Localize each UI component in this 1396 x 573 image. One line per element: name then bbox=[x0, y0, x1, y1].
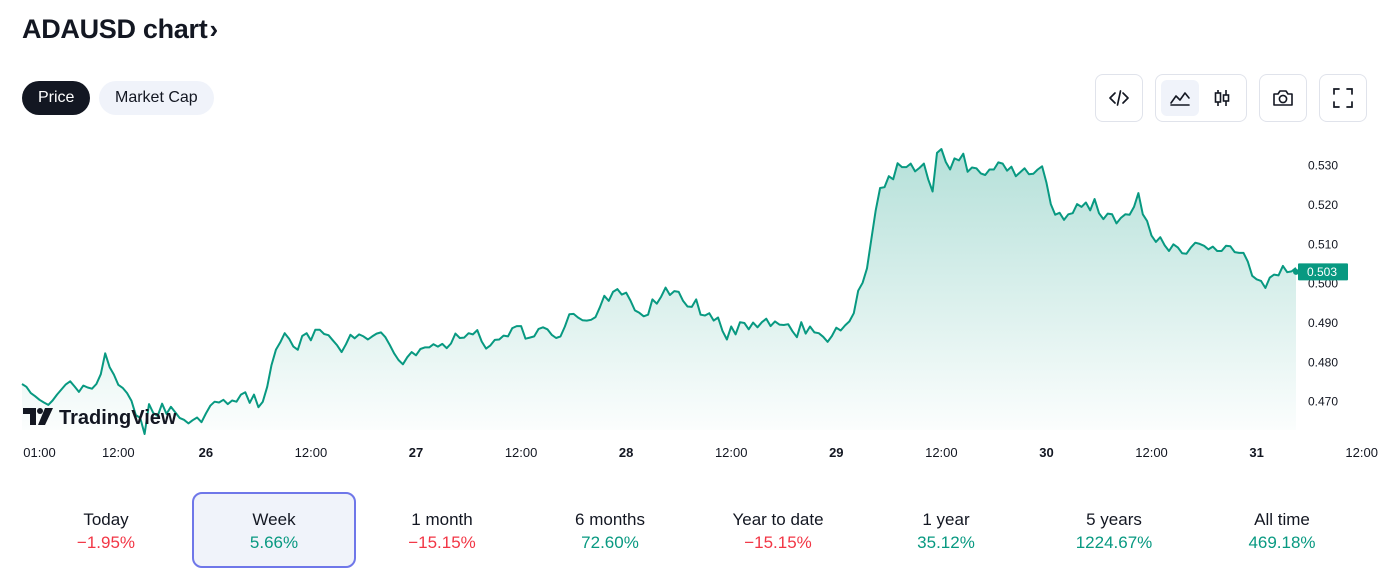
x-tick-label: 12:00 bbox=[925, 445, 958, 460]
period-change: 1224.67% bbox=[1075, 533, 1153, 552]
period-label: 5 years bbox=[1086, 510, 1142, 529]
area-chart-button[interactable] bbox=[1161, 80, 1199, 116]
period-change: 35.12% bbox=[917, 533, 975, 552]
x-tick-label: 27 bbox=[409, 445, 423, 460]
candlestick-button[interactable] bbox=[1203, 80, 1241, 116]
candlestick-icon bbox=[1214, 90, 1230, 106]
x-tick-label: 28 bbox=[619, 445, 633, 460]
tradingview-mark-icon bbox=[23, 408, 36, 425]
y-tick-label: 0.530 bbox=[1308, 159, 1338, 173]
period-change: −15.15% bbox=[408, 533, 476, 552]
period-change: 5.66% bbox=[249, 533, 299, 552]
tab-market-cap[interactable]: Market Cap bbox=[99, 81, 214, 115]
period-change: −1.95% bbox=[76, 533, 136, 552]
x-tick-label: 26 bbox=[199, 445, 213, 460]
y-tick-label: 0.490 bbox=[1308, 316, 1338, 330]
period-label: Week bbox=[252, 510, 296, 529]
period-year-to-date[interactable]: Year to date −15.15% bbox=[696, 492, 860, 568]
period-5-years[interactable]: 5 years 1224.67% bbox=[1032, 492, 1196, 568]
tab-price[interactable]: Price bbox=[22, 81, 91, 115]
last-value-label: 0.503 bbox=[1307, 265, 1337, 279]
x-tick-label: 12:00 bbox=[1135, 445, 1168, 460]
x-tick-label: 29 bbox=[829, 445, 843, 460]
x-tick-label: 12:00 bbox=[715, 445, 748, 460]
last-value-badge bbox=[1298, 263, 1348, 281]
x-tick-label: 12:00 bbox=[295, 445, 328, 460]
period-week[interactable]: Week 5.66% bbox=[192, 492, 356, 568]
fullscreen-button[interactable] bbox=[1319, 74, 1367, 122]
period-label: 1 year bbox=[922, 510, 970, 529]
y-tick-label: 0.520 bbox=[1308, 198, 1338, 212]
camera-icon bbox=[1273, 90, 1293, 106]
period-label: 1 month bbox=[411, 510, 473, 529]
x-tick-label: 01:00 bbox=[23, 445, 56, 460]
x-tick-label: 12:00 bbox=[1345, 445, 1378, 460]
x-tick-label: 30 bbox=[1039, 445, 1053, 460]
x-tick-label: 31 bbox=[1249, 445, 1263, 460]
y-tick-label: 0.510 bbox=[1308, 237, 1338, 251]
tradingview-logo: TradingView bbox=[23, 407, 177, 429]
title-text: ADAUSD chart bbox=[22, 14, 208, 44]
period-6-months[interactable]: 6 months 72.60% bbox=[528, 492, 692, 568]
period-change: 469.18% bbox=[1248, 533, 1316, 552]
last-value-dot bbox=[1293, 268, 1299, 275]
x-tick-label: 12:00 bbox=[102, 445, 135, 460]
period-all-time[interactable]: All time 469.18% bbox=[1200, 492, 1364, 568]
y-tick-label: 0.480 bbox=[1308, 355, 1338, 369]
price-line bbox=[21, 148, 1297, 435]
period-1-year[interactable]: 1 year 35.12% bbox=[864, 492, 1028, 568]
period-label: Year to date bbox=[732, 510, 824, 529]
period-1-month[interactable]: 1 month −15.15% bbox=[360, 492, 524, 568]
x-tick-label: 12:00 bbox=[505, 445, 538, 460]
x-axis: 01:00 12:00 26 12:00 27 12:00 28 12:00 29 12:00 30… bbox=[23, 445, 1378, 460]
last-value-marker: 0.503 bbox=[1293, 263, 1348, 281]
period-selector: Today −1.95% Week 5.66% 1 month −15.15% … bbox=[22, 492, 1374, 570]
period-change: 72.60% bbox=[581, 533, 639, 552]
fullscreen-icon bbox=[1333, 88, 1353, 108]
chart-type-switcher bbox=[1155, 74, 1247, 122]
tradingview-wordmark: TradingView bbox=[59, 407, 177, 429]
chevron-right-icon: › bbox=[209, 14, 218, 44]
period-label: 6 months bbox=[575, 510, 645, 529]
embed-code-icon bbox=[1109, 90, 1129, 106]
period-change: −15.15% bbox=[744, 533, 812, 552]
period-label: All time bbox=[1254, 510, 1310, 529]
y-tick-label: 0.470 bbox=[1308, 395, 1338, 409]
page-title[interactable]: ADAUSD chart› bbox=[22, 14, 218, 45]
period-label: Today bbox=[83, 510, 129, 529]
embed-code-button[interactable] bbox=[1095, 74, 1143, 122]
price-area-fill bbox=[22, 149, 1296, 434]
area-chart-icon bbox=[1170, 92, 1190, 106]
snapshot-button[interactable] bbox=[1259, 74, 1307, 122]
period-today[interactable]: Today −1.95% bbox=[24, 492, 188, 568]
